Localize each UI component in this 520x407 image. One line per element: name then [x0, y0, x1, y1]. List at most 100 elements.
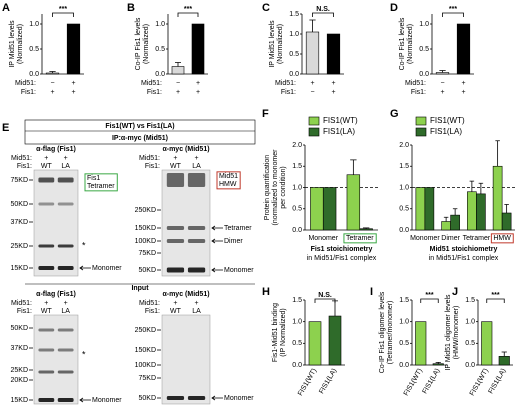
bar	[346, 174, 361, 231]
y-tick-label: 1.0	[292, 184, 302, 191]
condition-value: LA	[61, 308, 70, 315]
annotation-arrow	[79, 397, 91, 403]
marker-label: 250KD	[135, 207, 156, 214]
condition-value: +	[195, 155, 199, 162]
y-tick-label: 1.5	[399, 297, 409, 304]
significance-label: N.S.	[316, 6, 330, 13]
marker-label: 25KD	[10, 367, 28, 374]
x-tick-label: HMW	[493, 235, 511, 242]
band-label: *	[82, 240, 86, 250]
legend-label: FIS1(LA)	[430, 127, 462, 136]
condition-name: Mid51:	[275, 80, 296, 87]
significance-label: ***	[184, 6, 192, 13]
x-tick-label: FIS1(LA)	[318, 367, 338, 395]
significance-label: ***	[59, 6, 67, 13]
y-tick-label: 0.5	[399, 206, 409, 213]
error-bar	[49, 71, 56, 73]
condition-name: Fis1:	[145, 308, 160, 315]
legend-swatch	[415, 116, 427, 126]
y-axis-label: Co-IP Fis1 oligomer levels	[379, 291, 386, 373]
error-bar	[175, 62, 181, 67]
annotation-arrow	[211, 395, 223, 401]
condition-value: +	[461, 89, 465, 96]
condition-value: WT	[170, 163, 182, 170]
label-box	[84, 173, 118, 192]
band-label: Tetramer	[224, 225, 252, 232]
marker-label: 50KD	[138, 395, 156, 402]
bar	[415, 321, 427, 366]
blot-band	[38, 328, 55, 332]
y-tick-label: 2.0	[399, 142, 409, 149]
condition-value: −	[440, 80, 444, 87]
bar	[310, 187, 324, 231]
blot-header-box	[24, 119, 256, 145]
panel-letter: J	[452, 286, 458, 298]
marker-label: 25KD	[10, 243, 28, 250]
band-label: Monomer	[92, 397, 122, 404]
category-box	[343, 233, 377, 244]
blot-band	[166, 173, 185, 187]
y-axis-label: IP Mid51 levels	[9, 20, 16, 68]
significance-label: ***	[491, 292, 499, 299]
bar	[498, 356, 510, 366]
y-tick-label: 1.0	[29, 21, 39, 28]
bar	[171, 66, 185, 75]
error-bar	[309, 19, 316, 32]
bar	[328, 315, 342, 366]
y-tick-label: 0.0	[155, 71, 165, 78]
condition-value: +	[64, 300, 68, 307]
condition-name: Mid51:	[11, 300, 32, 307]
y-axis-label: (Normalized)	[143, 24, 150, 64]
error-bar	[362, 227, 370, 229]
condition-value: LA	[192, 308, 201, 315]
legend-swatch	[308, 116, 320, 126]
error-bar	[443, 216, 449, 222]
bar	[359, 228, 373, 231]
marker-label: 50KD	[138, 267, 156, 274]
y-tick-label: 0.5	[155, 46, 165, 53]
input-label: Input	[131, 285, 149, 292]
y-tick-label: 0.0	[29, 71, 39, 78]
blot-image	[161, 314, 211, 405]
condition-value: +	[196, 89, 200, 96]
y-tick-label: 0.5	[465, 340, 475, 347]
subtitle: Mid51 stoichiometry	[430, 246, 498, 253]
panel-letter: D	[390, 2, 398, 14]
condition-value: +	[331, 89, 335, 96]
marker-label: 50KD	[10, 201, 28, 208]
blot-band	[57, 244, 74, 248]
y-axis-label: (HMW/monomer)	[453, 306, 460, 360]
bar	[456, 23, 471, 75]
blot-band	[166, 267, 185, 273]
x-tick-label: FIS1(LA)	[488, 367, 508, 395]
condition-value: LA	[61, 163, 70, 170]
blot-band	[57, 370, 74, 374]
x-tick-label: Tetramer	[463, 235, 491, 242]
condition-name: Mid51:	[15, 80, 36, 87]
band-label: Dimer	[224, 238, 243, 245]
error-bar	[332, 300, 338, 317]
legend-swatch	[415, 127, 427, 137]
condition-value: +	[50, 89, 54, 96]
bar	[66, 23, 81, 75]
bar	[435, 72, 450, 75]
panel-letter: A	[2, 2, 10, 14]
bar	[450, 214, 460, 231]
error-bar	[350, 159, 357, 175]
condition-value: WT	[41, 308, 53, 315]
significance-bracket	[177, 12, 199, 17]
y-tick-label: 0.0	[399, 227, 409, 234]
y-tick-label: 1.5	[399, 163, 409, 170]
condition-value: WT	[170, 308, 182, 315]
blot-band	[57, 328, 74, 332]
blot-band	[187, 267, 206, 273]
blot-band	[38, 244, 55, 248]
y-axis-label: (Normalized)	[17, 24, 24, 64]
blot-band	[187, 173, 206, 187]
y-tick-label: 0.0	[399, 362, 409, 369]
blot-band	[187, 226, 206, 230]
error-bar	[504, 204, 509, 213]
y-tick-label: 0.5	[289, 51, 299, 58]
blot-image	[33, 169, 79, 277]
condition-name: Mid51:	[405, 80, 426, 87]
